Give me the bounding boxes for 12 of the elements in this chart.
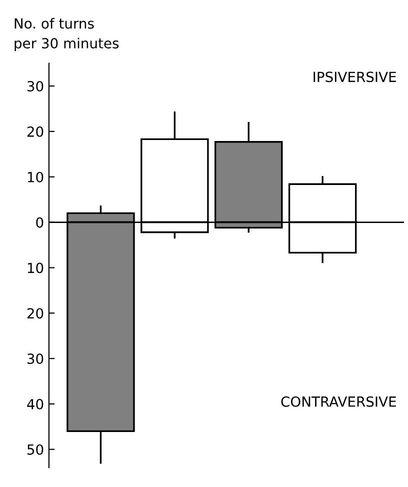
y-tick-label: 10 (28, 262, 44, 274)
y-tick-label: 10 (28, 172, 44, 182)
annotation: IPSIVERSIVE (314, 72, 396, 82)
annotation: CONTRAVERSIVE (281, 396, 396, 407)
y-tick-label: 30 (27, 353, 44, 364)
y-tick-label: 50 (27, 444, 44, 455)
y-tick-label: 30 (27, 80, 44, 92)
y-axis-title: No. of turns per 30 minutes (14, 18, 119, 52)
y-tick-label: 20 (27, 126, 44, 137)
y-tick-label: 20 (27, 308, 44, 319)
y-tick-label: 40 (27, 398, 44, 410)
y-tick-label: 0 (36, 217, 44, 228)
